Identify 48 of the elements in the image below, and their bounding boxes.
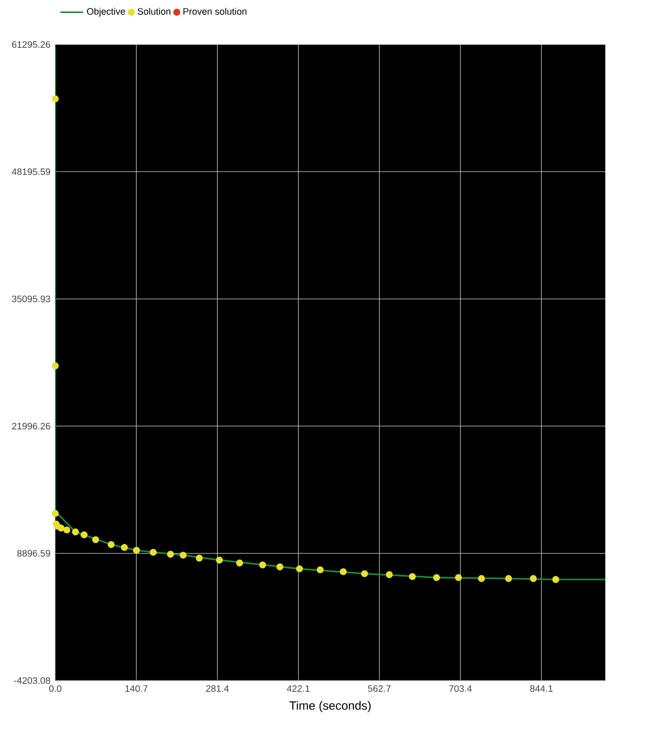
x-tick-label: 844.1 (530, 685, 553, 692)
point (530, 575, 537, 582)
legend-label: Solution (138, 8, 170, 15)
point (340, 568, 347, 576)
y-tick-label: 21996.26 (12, 422, 50, 430)
x-tick-label: 562.7 (368, 685, 391, 692)
point (120, 544, 128, 551)
point (478, 575, 485, 582)
legend-label: Objective (87, 8, 126, 17)
y-tick-label: -4203.08 (14, 677, 50, 684)
point (236, 560, 244, 566)
legend-label: Proven solution (183, 8, 246, 15)
point (92, 536, 100, 544)
y-tick-label: 48195.59 (12, 168, 50, 175)
point (276, 563, 284, 570)
point (80, 531, 88, 538)
point (216, 556, 223, 564)
point (552, 576, 560, 583)
x-tick-label: 422.1 (286, 685, 310, 692)
point (150, 548, 157, 556)
point (58, 524, 65, 532)
point (505, 575, 512, 582)
x-tick-label: 0.0 (49, 685, 62, 692)
point (167, 550, 174, 558)
point (361, 570, 368, 578)
point (180, 552, 187, 559)
point (296, 565, 303, 572)
point (316, 566, 324, 574)
point (386, 571, 393, 578)
x-axis-title: Time (seconds) (289, 700, 371, 712)
x-tick-label: 703.4 (449, 685, 472, 692)
point (108, 541, 115, 548)
point (408, 573, 416, 580)
point (52, 95, 59, 102)
point (72, 528, 79, 536)
point (52, 362, 59, 370)
point (52, 510, 59, 517)
point (259, 561, 266, 568)
point (133, 546, 140, 554)
x-tick-label: 140.7 (125, 685, 148, 692)
x-tick-label: 281.4 (206, 685, 229, 692)
point (433, 574, 440, 582)
y-tick-label: 61295.26 (12, 41, 50, 48)
point (63, 526, 70, 534)
y-tick-label: 8896.59 (17, 550, 50, 557)
point (196, 554, 203, 562)
point (454, 574, 462, 582)
y-tick-label: 35095.93 (12, 296, 50, 302)
